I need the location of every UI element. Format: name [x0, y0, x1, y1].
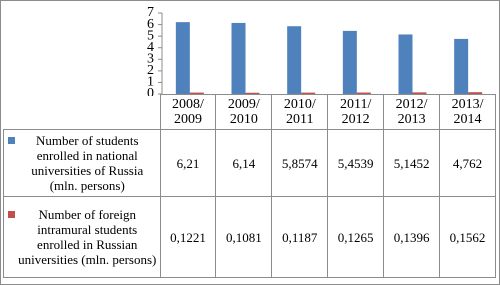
bar: [412, 92, 427, 94]
x-tick-label: 2010/ 2011: [271, 94, 329, 130]
value-cell: 0,1081: [215, 196, 273, 278]
value-cell: 5,1452: [383, 129, 441, 197]
x-tick-label: 2013/ 2014: [439, 94, 496, 130]
y-tick-label: 7: [147, 5, 154, 20]
bar: [398, 34, 413, 94]
table-row: Number of foreign intramural students en…: [3, 196, 496, 278]
legend-key: [8, 137, 15, 144]
y-tick-label: 2: [147, 63, 154, 78]
bar: [301, 92, 316, 94]
y-tick-label: 0: [147, 86, 154, 96]
bar: [468, 92, 483, 94]
legend-cell: Number of students enrolled in national …: [3, 129, 161, 197]
y-tick-label: 5: [147, 28, 154, 43]
legend-cell: Number of foreign intramural students en…: [3, 196, 161, 278]
data-table: 2008/ 2009 2009/ 2010 2010/ 2011 2011/ 2012…: [3, 94, 496, 278]
bar: [245, 92, 260, 94]
legend-key: [8, 211, 15, 218]
x-tick-label: 2008/ 2009: [159, 94, 217, 130]
value-cell: 0,1221: [159, 196, 217, 278]
value-cell: 4,762: [439, 129, 496, 197]
bar: [231, 22, 246, 94]
legend-entry: Number of foreign intramural students en…: [6, 207, 158, 267]
value-cell: 0,1187: [271, 196, 329, 278]
bar: [356, 92, 371, 94]
blank-cell: [3, 94, 161, 130]
value-cell: 6,21: [159, 129, 217, 197]
value-cell: 6,14: [215, 129, 273, 197]
y-tick-label: 4: [147, 40, 154, 55]
table-header-row: 2008/ 2009 2009/ 2010 2010/ 2011 2011/ 2012…: [3, 94, 496, 130]
value-cell: 0,1396: [383, 196, 441, 278]
value-cell: 5,4539: [327, 129, 385, 197]
bar: [189, 92, 204, 94]
bar: [175, 22, 190, 95]
bar: [287, 26, 302, 95]
legend-label: Number of foreign intramural students en…: [18, 207, 157, 267]
x-tick-label: 2011/ 2012: [327, 94, 385, 130]
bar: [342, 30, 357, 94]
x-tick-label: 2009/ 2010: [215, 94, 273, 130]
legend-label: Number of students enrolled in national …: [31, 133, 144, 193]
bar: [454, 38, 469, 94]
value-cell: 5,8574: [271, 129, 329, 197]
value-cell: 0,1562: [439, 196, 496, 278]
legend-entry: Number of students enrolled in national …: [6, 133, 158, 193]
y-tick-label: 3: [147, 52, 154, 67]
y-tick-label: 6: [147, 17, 154, 32]
table-row: Number of students enrolled in national …: [3, 129, 496, 197]
y-tick-label: 1: [147, 75, 154, 90]
value-cell: 0,1265: [327, 196, 385, 278]
x-tick-label: 2012/ 2013: [383, 94, 441, 130]
